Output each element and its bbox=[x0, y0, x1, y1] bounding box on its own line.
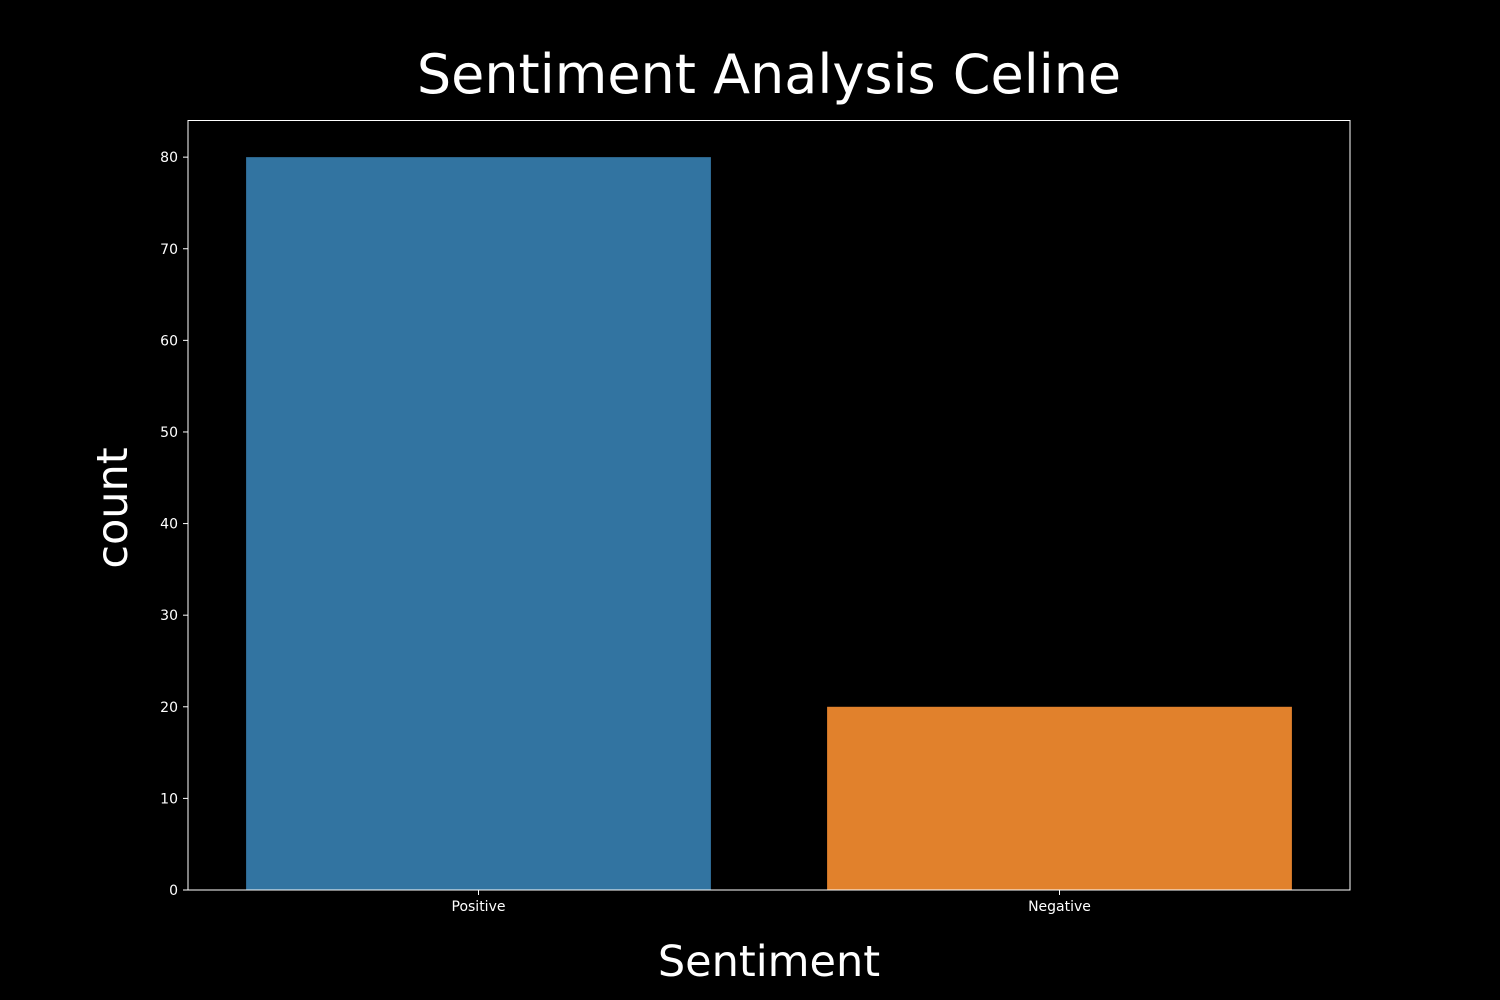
chart-title: Sentiment Analysis Celine bbox=[417, 43, 1121, 106]
bars-group bbox=[246, 157, 1292, 890]
y-tick-label: 0 bbox=[169, 883, 178, 899]
y-axis-label: count bbox=[88, 447, 138, 568]
y-tick-label: 20 bbox=[160, 700, 178, 716]
plot-frame bbox=[187, 120, 1351, 891]
bar-negative bbox=[827, 706, 1292, 890]
y-tick-label: 60 bbox=[160, 333, 178, 349]
x-axis-label: Sentiment bbox=[658, 937, 880, 987]
x-tick-label: Negative bbox=[1028, 899, 1091, 915]
x-axis-ticks: Positive Negative bbox=[452, 890, 1091, 915]
y-tick-label: 70 bbox=[160, 242, 178, 258]
y-axis-ticks: 0 10 20 30 40 50 60 70 80 bbox=[160, 150, 188, 899]
y-tick-label: 50 bbox=[160, 425, 178, 441]
x-tick-label: Positive bbox=[452, 899, 506, 915]
y-tick-label: 40 bbox=[160, 517, 178, 533]
y-tick-label: 30 bbox=[160, 608, 178, 624]
bar-positive bbox=[246, 157, 711, 890]
y-tick-label: 10 bbox=[160, 791, 178, 807]
y-tick-label: 80 bbox=[160, 150, 178, 166]
